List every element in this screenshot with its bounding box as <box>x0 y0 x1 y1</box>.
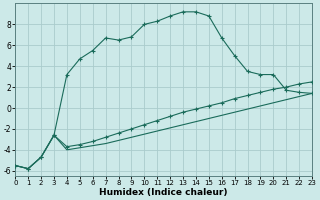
X-axis label: Humidex (Indice chaleur): Humidex (Indice chaleur) <box>100 188 228 197</box>
